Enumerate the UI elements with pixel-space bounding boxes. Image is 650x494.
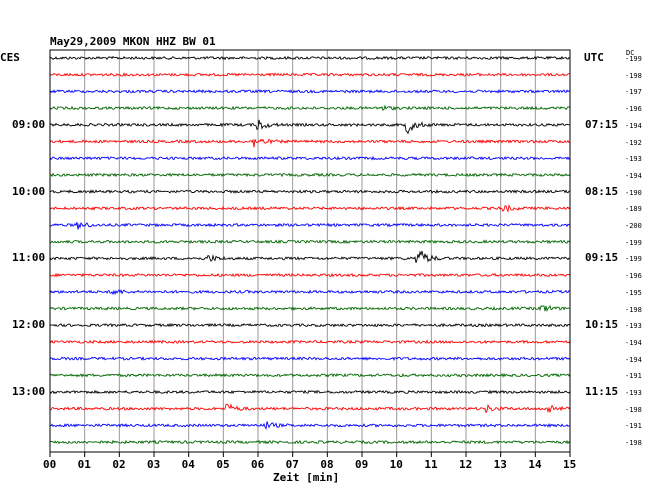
seismic-trace bbox=[49, 189, 571, 194]
dc-offset-label: -197 bbox=[625, 88, 642, 97]
x-axis-ticks bbox=[49, 452, 571, 457]
grid-lines bbox=[84, 50, 536, 452]
dc-offset-label: -194 bbox=[625, 355, 642, 364]
dc-offset-label: -189 bbox=[625, 205, 642, 214]
dc-offset-label: -194 bbox=[625, 121, 642, 130]
x-tick-label: 00 bbox=[43, 458, 57, 471]
seismic-trace bbox=[49, 289, 571, 296]
x-tick-label: 08 bbox=[320, 458, 334, 471]
dc-offset-label: -191 bbox=[625, 422, 642, 431]
dc-offset-label: -199 bbox=[625, 238, 642, 247]
dc-offset-label: -199 bbox=[625, 55, 642, 63]
left-time-label: 11:00 bbox=[12, 251, 46, 265]
right-time-label: 09:15 bbox=[585, 251, 619, 265]
x-tick-label: 14 bbox=[528, 458, 542, 471]
x-tick-label: 09 bbox=[355, 458, 369, 471]
dc-offset-label: -199 bbox=[625, 255, 642, 264]
seismic-trace bbox=[49, 204, 571, 213]
dc-offset-label: -192 bbox=[625, 138, 642, 147]
left-time-label: 13:00 bbox=[12, 385, 46, 398]
seismic-trace bbox=[49, 172, 571, 178]
seismic-trace bbox=[49, 72, 571, 78]
seismic-trace bbox=[49, 119, 571, 135]
seismic-trace bbox=[49, 421, 571, 430]
dc-offset-label: -198 bbox=[625, 405, 642, 414]
dc-offset-label: -191 bbox=[625, 372, 642, 381]
dc-offset-label: -193 bbox=[625, 155, 642, 164]
plot-frame bbox=[49, 49, 571, 453]
seismic-trace bbox=[49, 439, 571, 445]
seismic-trace bbox=[49, 239, 571, 245]
seismic-trace bbox=[49, 155, 571, 161]
right-time-label: 08:15 bbox=[585, 184, 619, 198]
x-tick-label: 03 bbox=[147, 458, 161, 471]
seismic-traces bbox=[49, 55, 571, 445]
right-time-label: 10:15 bbox=[585, 318, 619, 332]
dc-offset-label: -198 bbox=[625, 305, 642, 314]
dc-offset-label: -193 bbox=[625, 322, 642, 331]
dc-label: DC bbox=[626, 49, 635, 57]
left-time-label: 10:00 bbox=[12, 184, 46, 198]
dc-offset-label: -200 bbox=[625, 222, 642, 230]
x-tick-label: 06 bbox=[251, 458, 265, 471]
left-time-label: 09:00 bbox=[12, 117, 46, 131]
seismic-trace bbox=[49, 138, 571, 148]
seismic-trace bbox=[49, 250, 571, 263]
left-time-label: 12:00 bbox=[12, 318, 46, 332]
x-tick-label: 04 bbox=[181, 458, 195, 471]
right-timezone-label: UTC bbox=[584, 51, 604, 64]
seismic-trace bbox=[49, 356, 571, 362]
dc-offset-label: -195 bbox=[625, 288, 642, 297]
x-tick-label: 05 bbox=[216, 458, 230, 471]
right-time-label: 11:15 bbox=[585, 385, 619, 398]
seismic-trace bbox=[49, 389, 571, 395]
seismic-trace bbox=[49, 272, 571, 278]
dc-offset-label: -190 bbox=[625, 188, 642, 197]
dc-offset-label: -194 bbox=[625, 338, 642, 347]
x-tick-label: 13 bbox=[493, 458, 507, 471]
seismic-trace bbox=[49, 403, 571, 414]
left-timezone-label: CES bbox=[0, 51, 20, 64]
dc-offset-label: -196 bbox=[625, 105, 642, 114]
chart-title: May29,2009 MKON HHZ BW 01 bbox=[50, 35, 216, 48]
dc-offset-label: -193 bbox=[625, 389, 642, 397]
x-tick-label: 07 bbox=[285, 458, 299, 471]
seismic-trace bbox=[49, 322, 571, 328]
dc-offset-label: -196 bbox=[625, 272, 642, 281]
seismic-trace bbox=[49, 372, 571, 378]
x-tick-label: 11 bbox=[424, 458, 438, 471]
dc-offset-label: -194 bbox=[625, 171, 642, 180]
seismic-trace bbox=[49, 304, 571, 313]
x-tick-label: 01 bbox=[77, 458, 91, 471]
seismic-trace bbox=[49, 55, 571, 61]
seismic-trace bbox=[49, 339, 571, 345]
x-tick-label: 12 bbox=[459, 458, 473, 471]
x-tick-label: 02 bbox=[112, 458, 126, 471]
seismic-trace bbox=[49, 221, 570, 230]
x-axis-label: Zeit [min] bbox=[273, 471, 340, 484]
seismic-trace bbox=[49, 88, 571, 94]
x-tick-label: 15 bbox=[563, 458, 577, 471]
seismic-trace bbox=[49, 104, 571, 111]
right-time-label: 07:15 bbox=[585, 117, 619, 131]
dc-offset-label: -198 bbox=[625, 71, 642, 80]
x-tick-label: 10 bbox=[389, 458, 403, 471]
dc-offset-label: -198 bbox=[625, 439, 642, 448]
